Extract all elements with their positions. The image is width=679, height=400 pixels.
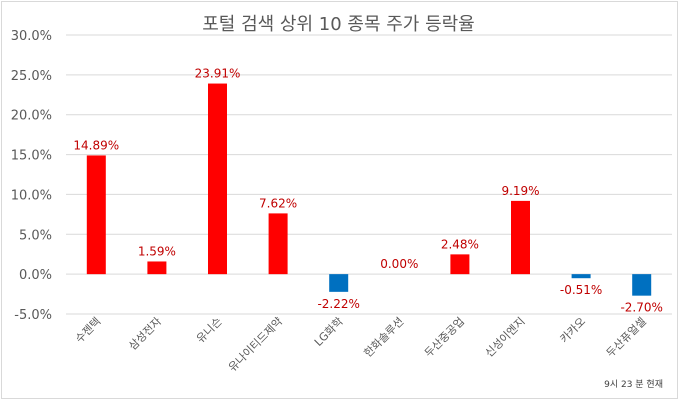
data-label: 2.48% [441, 237, 479, 251]
y-tick-label: -5.0% [14, 308, 52, 323]
y-tick-label: 5.0% [19, 228, 52, 243]
y-tick-label: 30.0% [11, 29, 52, 44]
x-tick-label: 유나이티드제약 [225, 314, 285, 374]
bar [268, 213, 288, 275]
bar [86, 155, 106, 275]
x-tick-label: LG화학 [312, 315, 346, 349]
chart-title: 포털 검색 상위 10 종목 주가 등락율 [202, 14, 475, 35]
bar [450, 254, 470, 275]
data-label: -2.70% [620, 301, 662, 315]
x-tick-label: 수젠텍 [73, 315, 104, 346]
x-tick-label: 한화솔루션 [361, 315, 406, 360]
x-tick-label: 두산퓨얼셀 [603, 314, 649, 360]
footnote: 9시 23 분 현재 [604, 380, 663, 390]
x-tick-label: 삼성전자 [126, 315, 164, 353]
bar [329, 274, 349, 292]
data-label: -2.22% [317, 297, 359, 311]
y-tick-label: 20.0% [11, 109, 52, 124]
x-tick-label: 신성이엔지 [483, 315, 528, 360]
x-tick-label: 유니슨 [194, 315, 225, 346]
x-tick-label: 두산중공업 [422, 315, 467, 360]
y-tick-label: 10.0% [11, 188, 52, 203]
x-tick-label: 카카오 [558, 315, 589, 346]
bar [511, 200, 530, 275]
bar [632, 274, 652, 296]
data-label: 23.91% [195, 67, 241, 81]
data-label: 1.59% [138, 244, 176, 258]
data-label: 7.62% [259, 196, 297, 210]
y-tick-label: 15.0% [11, 149, 52, 164]
y-tick-label: 0.0% [19, 268, 52, 283]
data-label: -0.51% [560, 283, 602, 297]
data-label: 9.19% [501, 184, 539, 198]
y-tick-label: 25.0% [11, 69, 52, 84]
bar [571, 274, 591, 279]
data-label: 14.89% [73, 138, 119, 152]
bar [208, 83, 227, 275]
bar [147, 261, 167, 275]
data-label: 0.00% [380, 257, 418, 271]
